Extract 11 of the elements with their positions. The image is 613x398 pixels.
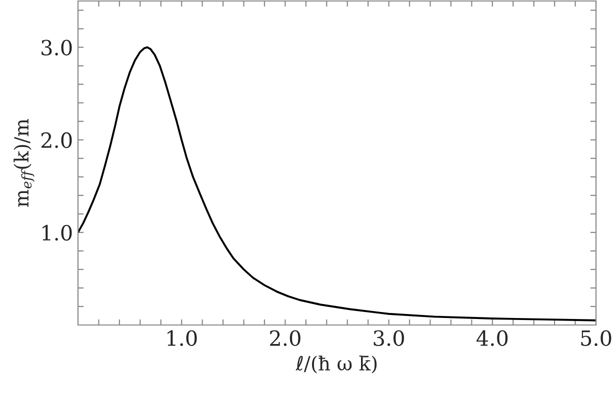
line-series — [78, 46, 596, 322]
x-axis-title: ℓ/(ħ ω k̄) — [296, 356, 377, 374]
x-tick-label: 5.0 — [581, 330, 612, 346]
y-tick-label: 2.0 — [41, 132, 72, 148]
y-tick-label: 3.0 — [42, 40, 72, 56]
x-tick-label: 4.0 — [476, 330, 508, 346]
x-tick-label: 1.0 — [168, 330, 197, 346]
x-tick-label: 2.0 — [270, 330, 300, 346]
y-tick-label: 1.0 — [42, 224, 72, 241]
x-tick-label: 3.0 — [374, 330, 404, 346]
y-axis-title: m$_{eff}$(k)/m — [14, 118, 34, 207]
